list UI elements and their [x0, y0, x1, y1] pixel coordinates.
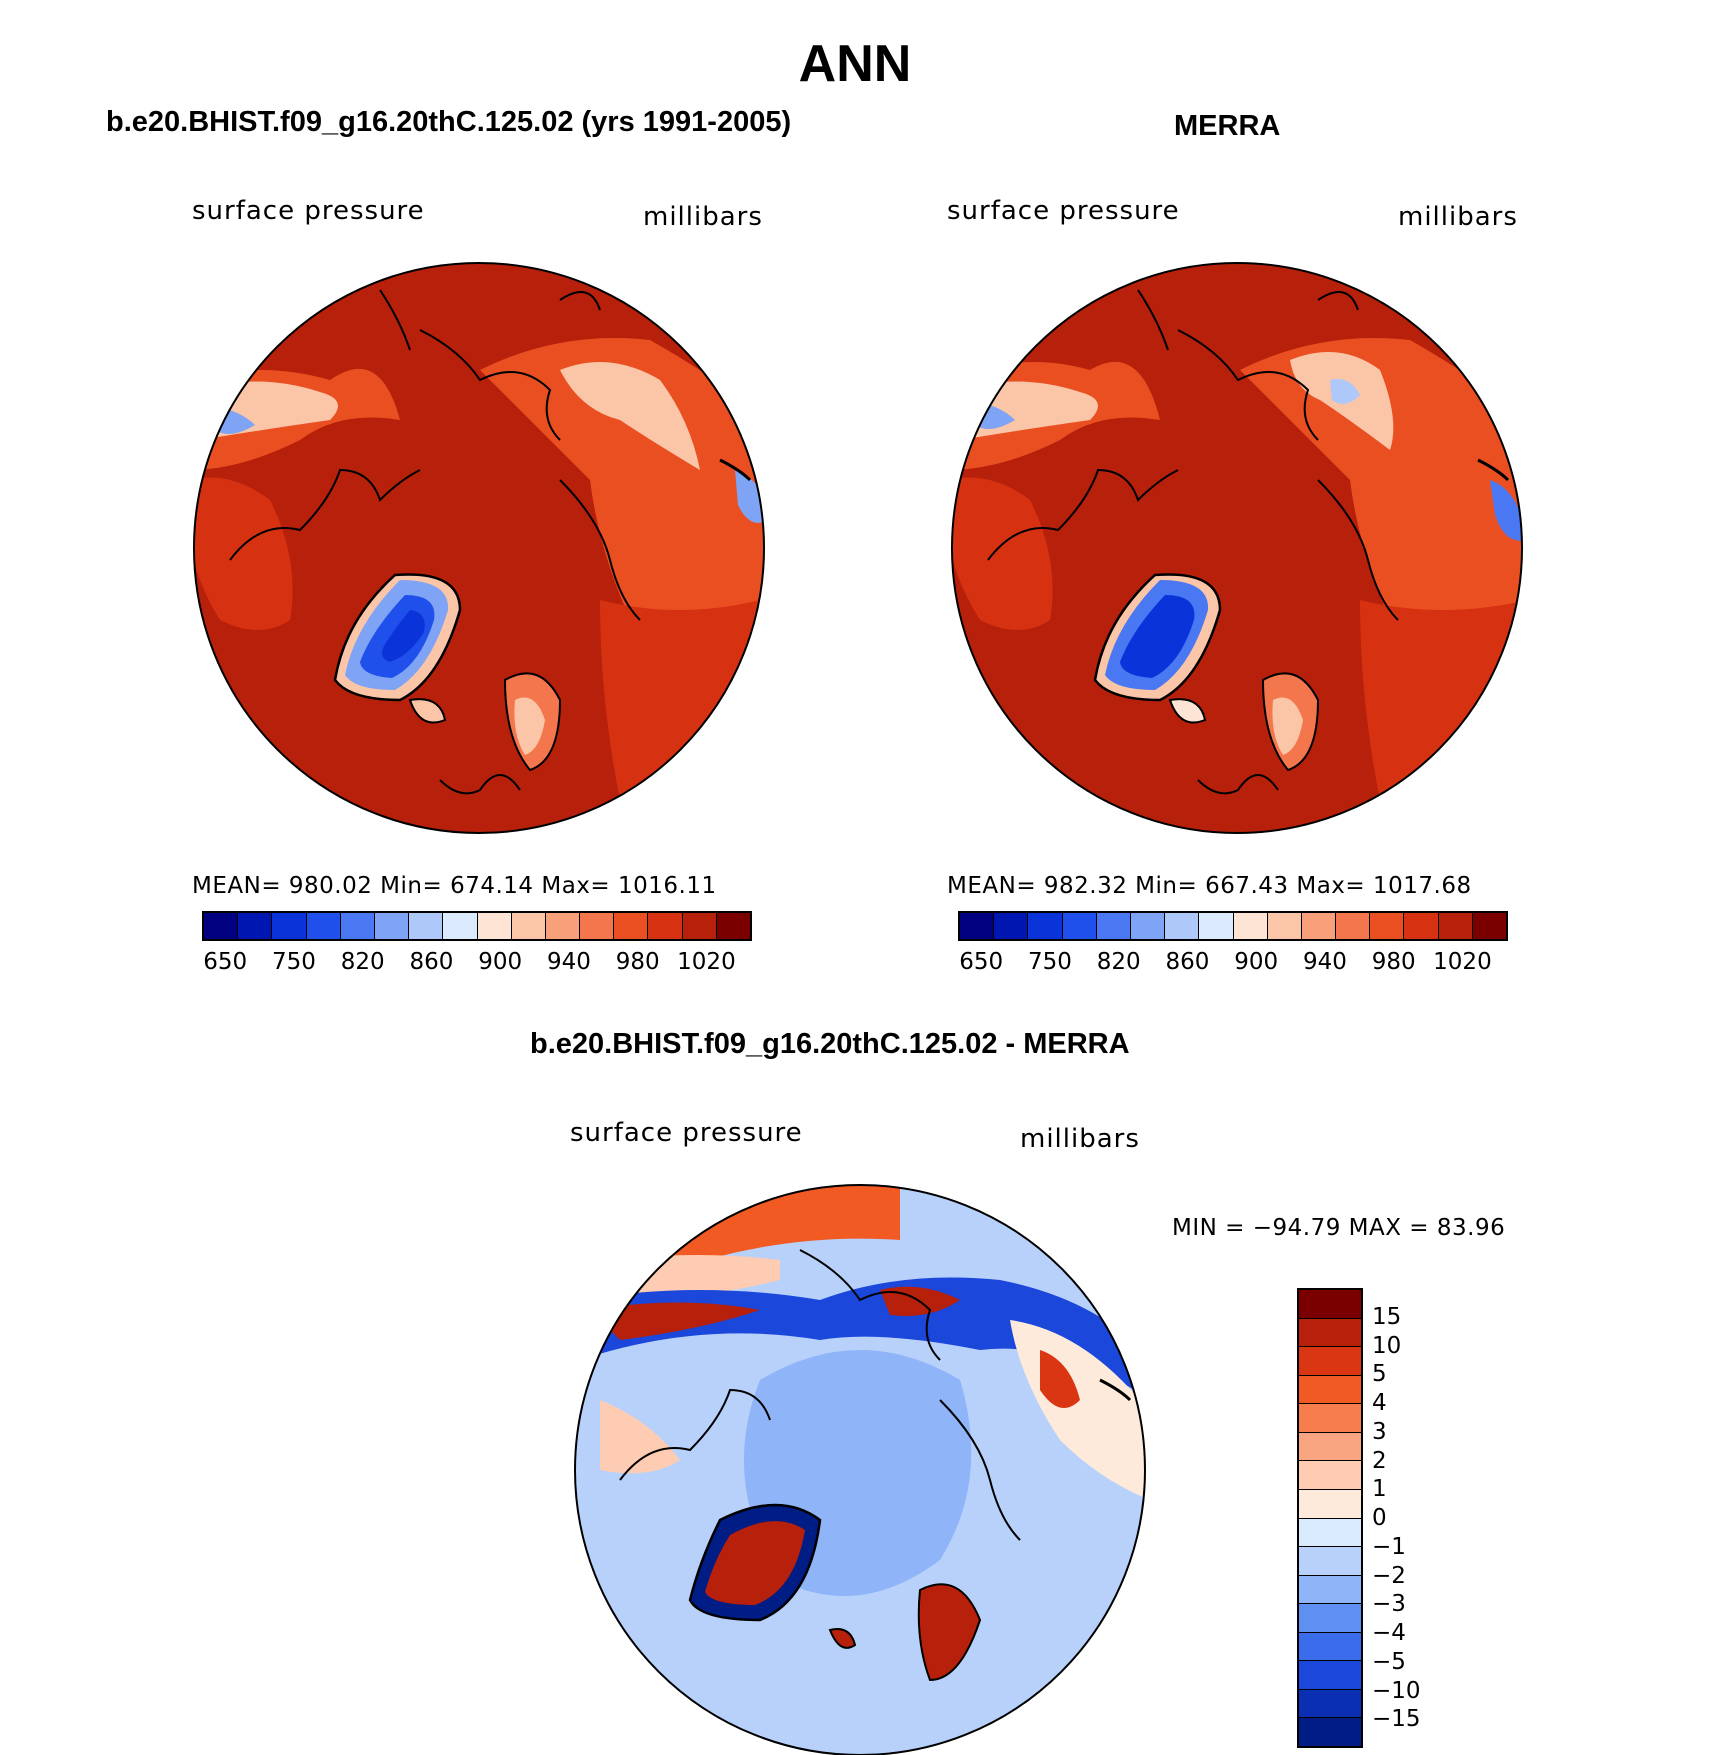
- colorbar-tick-label: 2: [1372, 1447, 1387, 1474]
- colorbar-tick-label: 980: [615, 949, 660, 975]
- colorbar-swatch: [1299, 1661, 1361, 1690]
- panel-2-variable: surface pressure: [947, 196, 1180, 226]
- colorbar-swatch: [1299, 1489, 1361, 1519]
- colorbar-swatch: [1165, 913, 1200, 939]
- panel-2-units: millibars: [1398, 202, 1518, 232]
- colorbar-tick-label: 860: [409, 949, 454, 975]
- panel-3-variable: surface pressure: [570, 1118, 803, 1148]
- colorbar-swatch: [1299, 1575, 1361, 1605]
- colorbar-tick-label: −5: [1372, 1648, 1406, 1675]
- colorbar-swatch: [1299, 1518, 1361, 1548]
- colorbar-swatch: [1267, 913, 1302, 939]
- colorbar-swatch: [1404, 913, 1439, 939]
- colorbar-swatch: [1472, 913, 1506, 939]
- panel-1-units: millibars: [643, 202, 763, 232]
- colorbar-swatch: [374, 913, 410, 939]
- colorbar-swatch: [1299, 1604, 1361, 1633]
- colorbar-tick-label: −4: [1372, 1620, 1406, 1646]
- panel-3-stats: MIN = −94.79 MAX = 83.96: [1172, 1215, 1506, 1241]
- colorbar-tick-label: 940: [546, 949, 591, 975]
- colorbar-swatch: [1130, 913, 1166, 939]
- colorbar-swatch: [1336, 913, 1371, 939]
- panel-1-variable: surface pressure: [192, 196, 425, 226]
- colorbar-tick-label: −10: [1372, 1677, 1421, 1704]
- colorbar-tick-label: 0: [1372, 1505, 1387, 1531]
- colorbar-tick-label: 1020: [1433, 949, 1492, 975]
- colorbar-tick-label: 750: [271, 949, 316, 975]
- panel-1-map: [193, 262, 765, 834]
- colorbar-tick-label: 1020: [677, 949, 736, 975]
- colorbar-swatch: [960, 913, 995, 939]
- colorbar-tick-label: −1: [1372, 1533, 1406, 1560]
- colorbar-swatch: [1299, 1718, 1361, 1746]
- colorbar-tick-label: 820: [1096, 949, 1141, 975]
- colorbar-swatch: [1028, 913, 1063, 939]
- colorbar-swatch: [614, 913, 649, 939]
- colorbar-tick-label: 820: [340, 949, 385, 975]
- colorbar-tick-label: 1: [1372, 1476, 1387, 1503]
- colorbar-swatch: [1299, 1347, 1361, 1376]
- panel-2-stats: MEAN= 982.32 Min= 667.43 Max= 1017.68: [947, 873, 1472, 899]
- colorbar-tick-label: 4: [1372, 1390, 1387, 1416]
- colorbar-swatch: [306, 913, 341, 939]
- main-title: ANN: [798, 35, 912, 93]
- colorbar-swatch: [204, 913, 239, 939]
- colorbar-swatch: [1301, 913, 1337, 939]
- colorbar-tick-label: 5: [1372, 1361, 1387, 1388]
- colorbar-tick-label: 940: [1302, 949, 1347, 975]
- colorbar-swatch: [238, 913, 273, 939]
- colorbar-tick-label: 900: [1234, 949, 1279, 975]
- colorbar-swatch: [272, 913, 307, 939]
- colorbar-swatch: [1096, 913, 1131, 939]
- colorbar-tick-label: 900: [478, 949, 523, 975]
- colorbar-tick-label: 860: [1165, 949, 1210, 975]
- panel-1-colorbar: [202, 911, 752, 941]
- colorbar-swatch: [580, 913, 615, 939]
- colorbar-swatch: [1062, 913, 1097, 939]
- colorbar-swatch: [682, 913, 717, 939]
- colorbar-swatch: [1370, 913, 1405, 939]
- panel-3-title: b.e20.BHIST.f09_g16.20thC.125.02 - MERRA: [530, 1028, 1130, 1060]
- colorbar-tick-label: −15: [1372, 1706, 1421, 1733]
- colorbar-swatch: [1299, 1547, 1361, 1576]
- colorbar-swatch: [443, 913, 478, 939]
- panel-2-map: [951, 262, 1523, 834]
- colorbar-swatch: [409, 913, 444, 939]
- panel-3-colorbar: [1297, 1288, 1363, 1748]
- colorbar-swatch: [1233, 913, 1268, 939]
- colorbar-tick-label: 650: [959, 949, 1004, 975]
- colorbar-swatch: [1438, 913, 1473, 939]
- colorbar-tick-label: −2: [1372, 1562, 1406, 1589]
- colorbar-swatch: [1299, 1461, 1361, 1490]
- panel-3-units: millibars: [1020, 1124, 1140, 1154]
- colorbar-swatch: [648, 913, 683, 939]
- colorbar-swatch: [1299, 1404, 1361, 1433]
- colorbar-swatch: [477, 913, 512, 939]
- colorbar-swatch: [1299, 1375, 1361, 1405]
- colorbar-swatch: [1299, 1632, 1361, 1662]
- colorbar-swatch: [340, 913, 375, 939]
- colorbar-swatch: [1299, 1432, 1361, 1462]
- colorbar-swatch: [1299, 1689, 1361, 1719]
- panel-1-title: b.e20.BHIST.f09_g16.20thC.125.02 (yrs 19…: [106, 106, 792, 138]
- colorbar-swatch: [1299, 1290, 1361, 1319]
- colorbar-swatch: [994, 913, 1029, 939]
- panel-3-map: [574, 1184, 1146, 1755]
- colorbar-swatch: [716, 913, 750, 939]
- panel-1-stats: MEAN= 980.02 Min= 674.14 Max= 1016.11: [192, 873, 717, 899]
- colorbar-swatch: [1299, 1318, 1361, 1348]
- colorbar-tick-label: 3: [1372, 1418, 1387, 1445]
- colorbar-tick-label: 10: [1372, 1332, 1402, 1359]
- colorbar-tick-label: −3: [1372, 1591, 1406, 1618]
- colorbar-swatch: [545, 913, 581, 939]
- colorbar-swatch: [511, 913, 546, 939]
- panel-2-colorbar: [958, 911, 1508, 941]
- colorbar-tick-label: 15: [1372, 1303, 1402, 1330]
- panel-2-title: MERRA: [1174, 110, 1281, 142]
- colorbar-tick-label: 650: [203, 949, 248, 975]
- colorbar-tick-label: 980: [1371, 949, 1416, 975]
- colorbar-swatch: [1199, 913, 1234, 939]
- colorbar-tick-label: 750: [1027, 949, 1072, 975]
